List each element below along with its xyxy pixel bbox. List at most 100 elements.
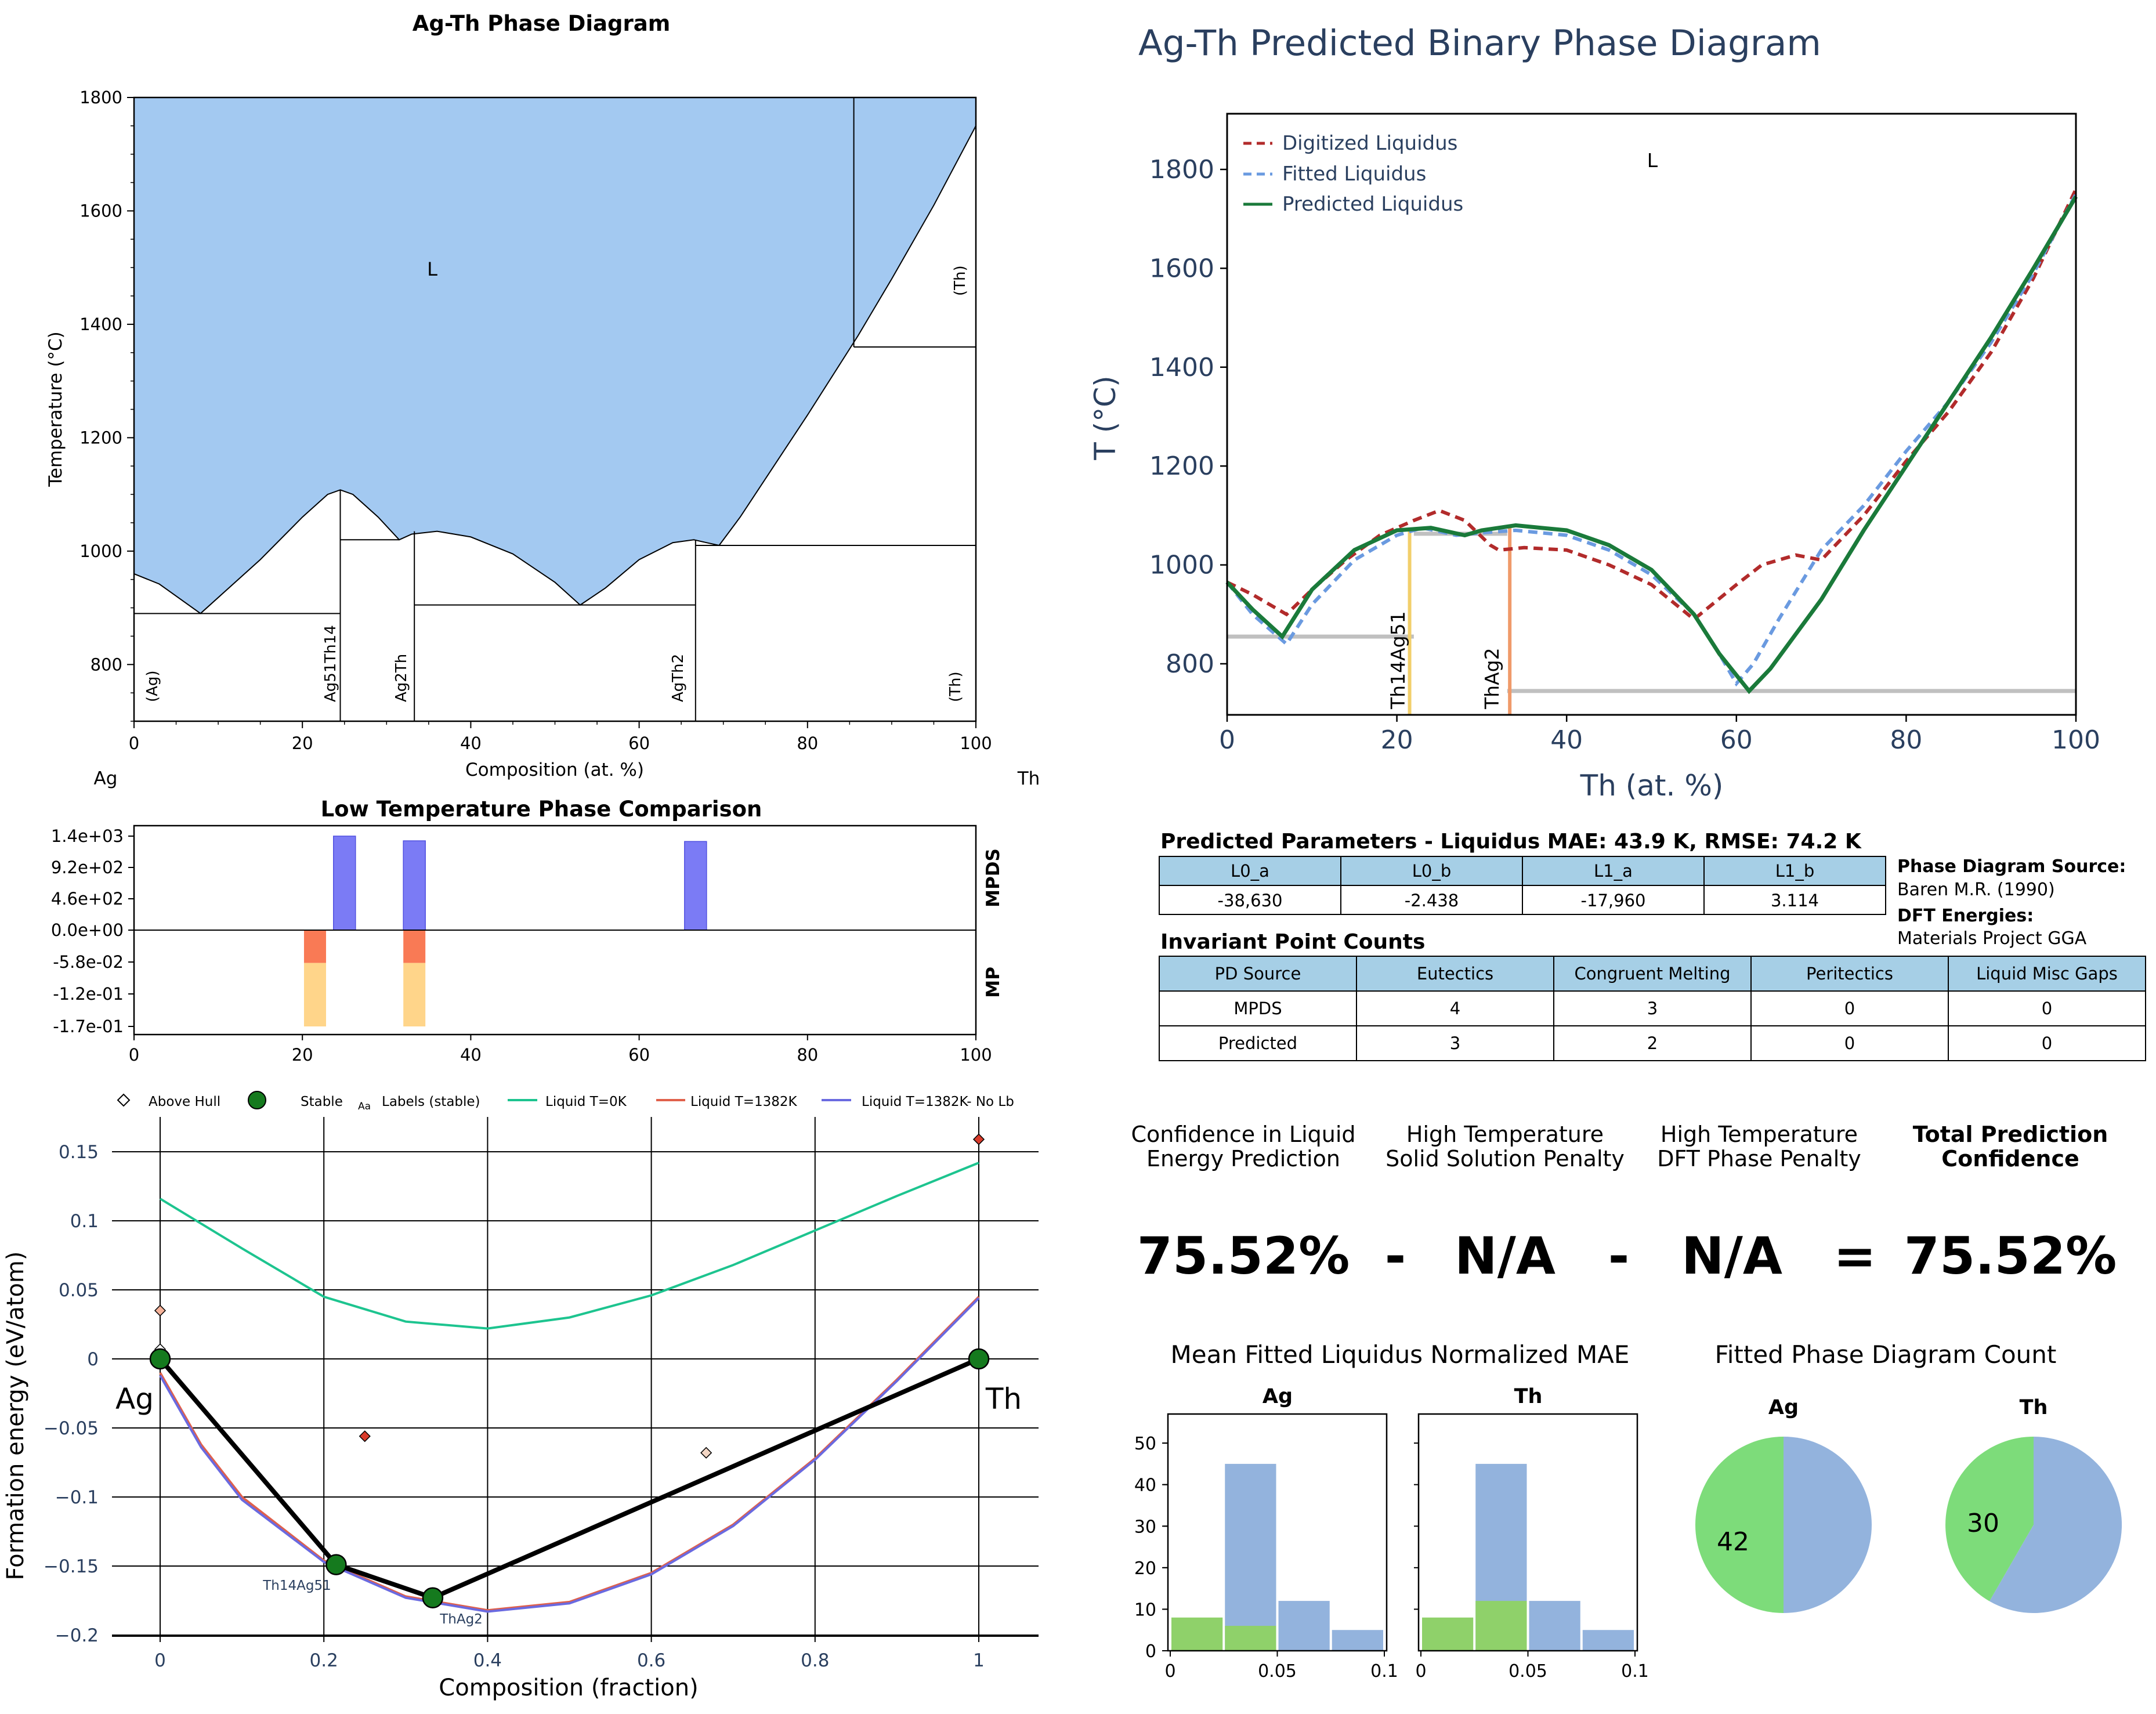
hull-y-tick-label: 0.05 (59, 1280, 99, 1301)
mae-ag-title: Ag (1263, 1385, 1293, 1408)
mae-axes: 0 10 20 30 40 50 0 0.05 0.1 0 0.05 0.1 (1134, 1434, 1649, 1682)
pred-y-tick-label: 1800 (1149, 155, 1214, 185)
liquid-nolb-curve (159, 1297, 980, 1613)
pd-axes: 0 20 40 60 80 100 800 1000 1200 1400 1600 1800 (79, 88, 992, 753)
mae-th-frame (1417, 1413, 1638, 1652)
pred-x-tick-label: 100 (2052, 725, 2100, 755)
hull-legend: Above Hull Stable Aa Labels (stable) Liq… (117, 1091, 1014, 1112)
pred-y-tick-label: 1200 (1149, 451, 1214, 481)
mae-bar-green (1422, 1617, 1474, 1651)
params-header-cell (1340, 856, 1523, 886)
lt-comparison-panel: Low Temperature Phase Comparison 1.4e+03… (51, 797, 1004, 1065)
lt-x-tick-label: 0 (129, 1045, 139, 1065)
hull-y-tick-label: −0.05 (44, 1418, 99, 1439)
hull-x-tick-label: 1 (973, 1650, 985, 1671)
inv-cell (1948, 1025, 2146, 1061)
pd-y-tick-label: 1600 (79, 201, 122, 220)
pd-x-tick-label: 20 (292, 733, 313, 753)
lt-bars (303, 836, 707, 1026)
hull-xlabel: Composition (fraction) (439, 1675, 698, 1701)
pie-section: Fitted Phase Diagram Count Ag Th 42 30 (1695, 1340, 2122, 1613)
dft-value: Materials Project GGA (1897, 928, 2087, 949)
pd-liquidus-line (133, 125, 976, 614)
inv-cell-text: MPDS (1233, 999, 1282, 1018)
params-header-cell (1703, 856, 1886, 886)
mae-bars (1171, 1463, 1634, 1651)
digitized-liquidus (1226, 188, 2078, 622)
above-hull-point (700, 1447, 712, 1459)
inv-header-cell (1356, 956, 1554, 992)
conf-v4: 75.52% (1904, 1226, 2117, 1286)
pred-legend: Digitized Liquidus Fitted Liquidus Predi… (1243, 132, 1463, 216)
lt-y-tick-label: 9.2e+02 (51, 858, 124, 877)
pd-y-tick-label: 1800 (79, 88, 122, 107)
pd-phase-label-ag2th: Ag2Th (393, 654, 410, 702)
conf-h2: High Temperature (1406, 1122, 1604, 1147)
pred-y-tick-label: 1600 (1149, 254, 1214, 283)
inv-cell-text: 0 (1844, 1033, 1855, 1053)
legend-liquid-nolb: Liquid T=1382K- No Lb (862, 1094, 1014, 1109)
params-value-text: -17,960 (1581, 891, 1646, 910)
legend-liquid-1382: Liquid T=1382K (690, 1094, 798, 1109)
liquid-0k-curve (159, 1162, 979, 1330)
legend-fitted: Fitted Liquidus (1282, 162, 1426, 186)
params-header-text: L1_a (1594, 861, 1633, 881)
hull-x-tick-label: 0.2 (310, 1650, 338, 1671)
inv-cell-text: 4 (1450, 999, 1460, 1018)
inv-cell-text: 0 (2042, 999, 2052, 1018)
lt-y-tick-label: 0.0e+00 (51, 920, 124, 940)
liquid-region (134, 97, 976, 614)
legend-above-hull-marker (117, 1093, 131, 1107)
mae-bar-blue (1529, 1601, 1580, 1651)
hull-label-thag2: ThAg2 (439, 1612, 483, 1627)
conf-h4b: Confidence (1941, 1146, 2079, 1171)
pred-frame (1226, 113, 2077, 716)
mp-bar-top (303, 930, 326, 963)
stable-point (422, 1587, 444, 1608)
hull-axes: 0 0.2 0.4 0.6 0.8 1 0.15 0.1 0.05 0 −0.05 −0.1 −0.15… (44, 1142, 1039, 1671)
pie-th-title: Th (2020, 1396, 2048, 1419)
pies (1695, 1437, 2122, 1613)
above-hull-point (154, 1304, 167, 1317)
predicted-panel: Ag-Th Predicted Binary Phase Diagram 0 20… (1088, 23, 2100, 802)
inv-cell (1159, 1025, 1357, 1061)
invariants-table: PD Source Eutectics Congruent Melting Perit… (1159, 956, 2146, 1061)
conf-h1b: Energy Prediction (1146, 1146, 1340, 1171)
pie-th-label: 30 (1967, 1509, 1999, 1538)
source-label: Phase Diagram Source: (1897, 856, 2126, 877)
conf-v3: N/A (1681, 1226, 1782, 1286)
mae-y-tick-label: 50 (1134, 1434, 1156, 1454)
inv-header-cell (1553, 956, 1752, 992)
pred-y-tick-label: 1000 (1149, 551, 1214, 580)
pd-y-tick-label: 1200 (79, 428, 122, 447)
pd-y-tick-label: 1400 (79, 314, 122, 334)
conf-h3b: DFT Phase Penalty (1657, 1146, 1861, 1171)
lt-x-tick-label: 60 (628, 1045, 650, 1065)
conf-h4: Total Prediction (1913, 1122, 2108, 1147)
mae-title: Mean Fitted Liquidus Normalized MAE (1171, 1340, 1630, 1369)
params-header-text: L0_b (1412, 861, 1452, 881)
inv-cell (1159, 990, 1357, 1026)
pie-slice-green (1945, 1437, 2034, 1601)
stable-point (325, 1554, 347, 1575)
conf-op2: - (1608, 1226, 1630, 1286)
inv-header-text: Peritectics (1806, 964, 1893, 983)
inv-header-text: Liquid Misc Gaps (1976, 964, 2118, 983)
inv-header-text: Eutectics (1417, 964, 1493, 983)
lt-x-tick-label: 80 (797, 1045, 818, 1065)
lt-upper-label: MPDS (983, 848, 1004, 907)
mae-x-tick-label: 0 (1164, 1661, 1175, 1682)
pd-ylabel: Temperature (°C) (45, 331, 66, 487)
mae-bar-green (1225, 1626, 1276, 1651)
conf-op1: - (1385, 1226, 1406, 1286)
inv-cell (1750, 990, 1949, 1026)
inv-header-cell (1159, 956, 1357, 992)
inv-cell (1553, 1025, 1752, 1061)
pd-phase-label-th: (Th) (947, 671, 964, 702)
mae-bar-blue (1278, 1601, 1330, 1651)
pd-phase-label-agth2: AgTh2 (670, 654, 687, 702)
mp-bar-bottom (303, 963, 326, 1026)
invariants-title: Invariant Point Counts (1160, 930, 1425, 954)
hull-y-tick-label: 0.1 (70, 1211, 99, 1232)
inv-cell-text: 3 (1450, 1033, 1460, 1053)
